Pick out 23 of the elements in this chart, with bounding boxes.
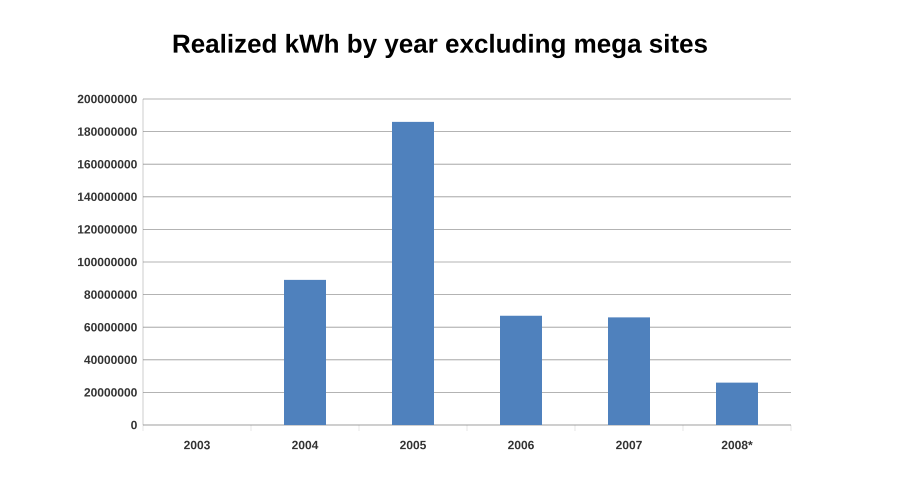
y-tick-label: 100000000	[78, 258, 137, 266]
bar	[500, 316, 542, 425]
x-tick-label: 2005	[400, 440, 426, 450]
y-tick-label: 200000000	[78, 94, 137, 104]
y-tick-label: 120000000	[78, 225, 137, 234]
x-tick-label: 2004	[292, 440, 318, 450]
y-tick-label: 80000000	[84, 290, 137, 299]
x-tick-label: 2008*	[722, 440, 753, 450]
y-tick-label: 0	[131, 420, 137, 430]
y-tick-label: 180000000	[78, 127, 137, 136]
y-tick-label: 140000000	[78, 192, 137, 202]
chart-title: Realized kWh by year excluding mega sites	[174, 34, 707, 58]
y-tick-label: 60000000	[84, 322, 137, 332]
y-tick-label: 160000000	[78, 160, 137, 168]
bar	[284, 280, 326, 425]
x-tick-label: 2006	[508, 440, 534, 450]
bar	[608, 317, 650, 425]
x-tick-label: 2007	[616, 440, 642, 450]
y-tick-label: 40000000	[84, 356, 137, 364]
bar	[716, 382, 758, 425]
y-tick-label: 20000000	[84, 388, 137, 397]
x-tick-label: 2003	[184, 440, 210, 450]
bar	[392, 122, 434, 425]
